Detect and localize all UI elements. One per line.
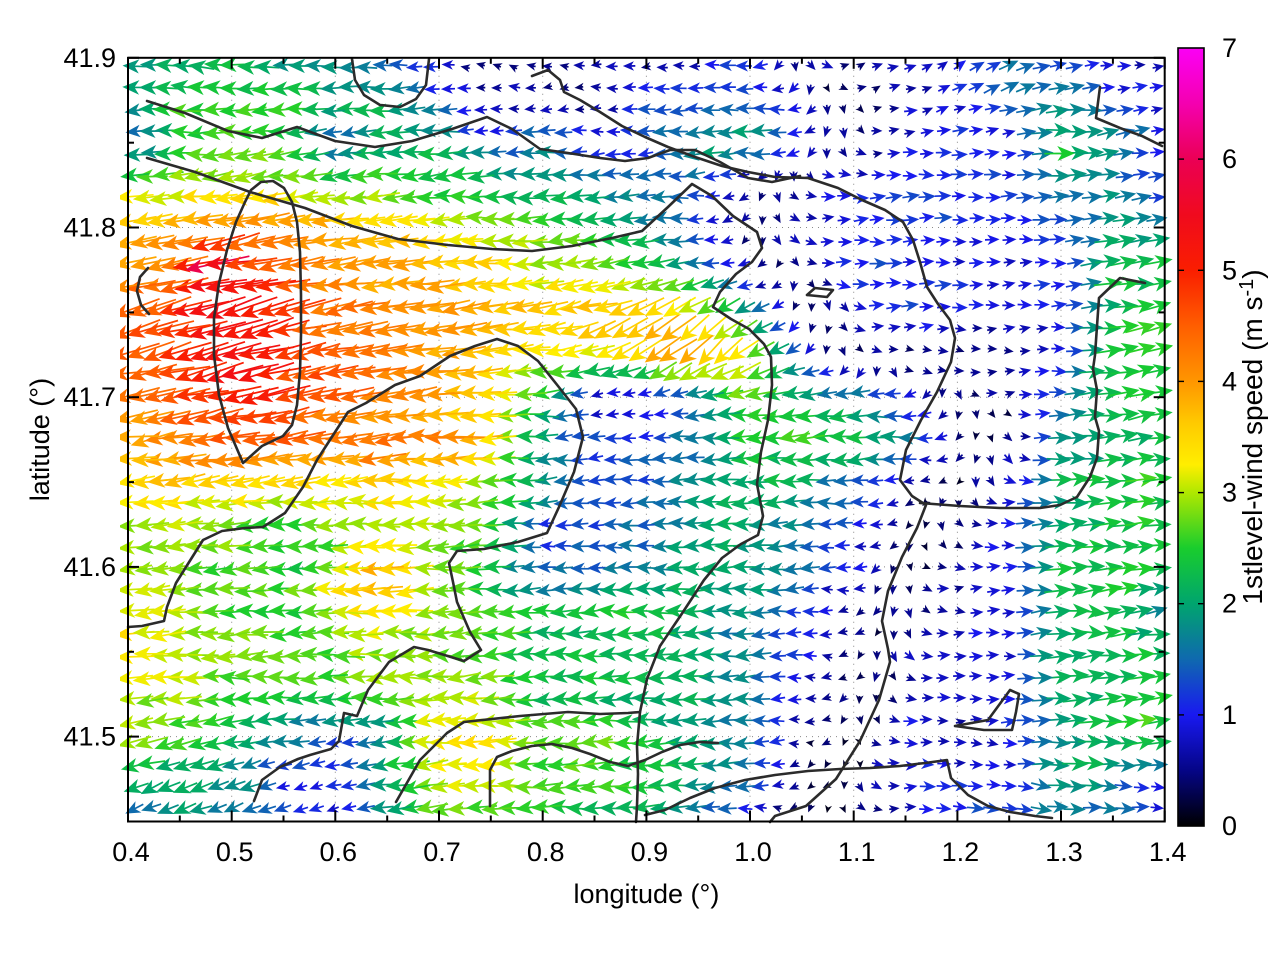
svg-text:41.6: 41.6	[63, 552, 116, 582]
svg-text:0: 0	[1222, 811, 1237, 841]
svg-text:41.8: 41.8	[63, 213, 116, 243]
svg-text:41.9: 41.9	[63, 43, 116, 73]
svg-text:5: 5	[1222, 255, 1237, 285]
svg-text:0.6: 0.6	[320, 837, 358, 867]
svg-text:0.9: 0.9	[631, 837, 669, 867]
svg-text:1: 1	[1222, 700, 1237, 730]
svg-text:0.7: 0.7	[423, 837, 461, 867]
svg-text:1.3: 1.3	[1045, 837, 1083, 867]
svg-text:1.4: 1.4	[1149, 837, 1187, 867]
svg-text:3: 3	[1222, 478, 1237, 508]
svg-text:2: 2	[1222, 589, 1237, 619]
svg-text:1.2: 1.2	[942, 837, 980, 867]
svg-text:0.8: 0.8	[527, 837, 565, 867]
svg-text:41.5: 41.5	[63, 722, 116, 752]
svg-text:6: 6	[1222, 144, 1237, 174]
svg-text:4: 4	[1222, 366, 1237, 396]
svg-text:1.0: 1.0	[734, 837, 772, 867]
svg-text:7: 7	[1222, 33, 1237, 63]
svg-text:41.7: 41.7	[63, 382, 116, 412]
svg-text:1.1: 1.1	[838, 837, 876, 867]
svg-text:latitude (°): latitude (°)	[25, 378, 55, 501]
svg-text:longitude (°): longitude (°)	[573, 879, 719, 909]
svg-text:1stlevel-wind speed (m s-1): 1stlevel-wind speed (m s-1)	[1236, 269, 1268, 604]
svg-text:0.4: 0.4	[112, 837, 150, 867]
svg-text:0.5: 0.5	[216, 837, 254, 867]
